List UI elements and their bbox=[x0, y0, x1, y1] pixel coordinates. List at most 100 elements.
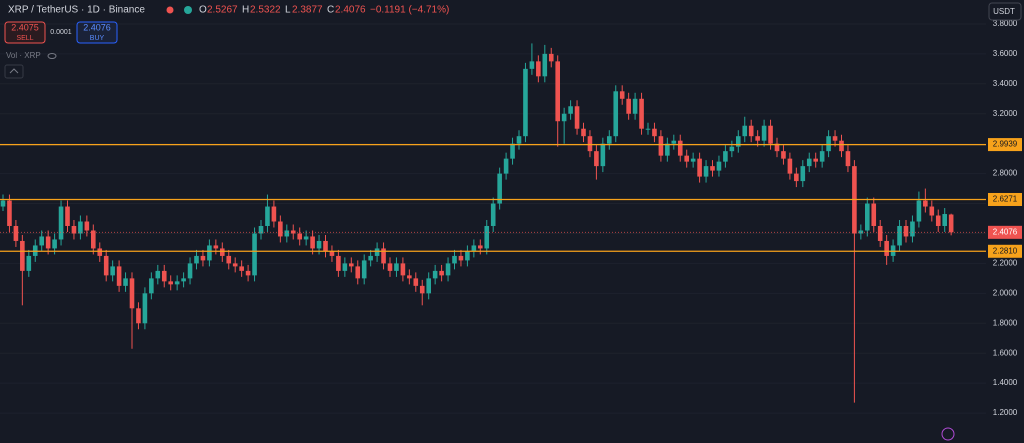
candle-body bbox=[45, 236, 51, 249]
candle-body bbox=[26, 255, 32, 271]
collapse-button[interactable] bbox=[4, 64, 24, 79]
candle-body bbox=[355, 266, 361, 279]
y-tick-label: 2.8000 bbox=[993, 169, 1018, 178]
candle-body bbox=[297, 233, 302, 240]
candle-body bbox=[736, 136, 741, 147]
candle-body bbox=[478, 245, 483, 249]
candle-body bbox=[865, 203, 870, 231]
candle-body bbox=[187, 263, 193, 279]
candle-body bbox=[439, 270, 444, 276]
candle-body bbox=[684, 155, 689, 162]
candle-body bbox=[942, 214, 947, 226]
candle-body bbox=[877, 225, 883, 241]
candle-body bbox=[252, 233, 257, 276]
candle-body bbox=[413, 278, 419, 286]
y-tick-label: 3.4000 bbox=[993, 79, 1018, 88]
close-value: 2.4076 bbox=[335, 5, 366, 16]
candle-body bbox=[136, 308, 141, 324]
candle-body bbox=[258, 225, 264, 234]
candle-body bbox=[155, 270, 161, 279]
candle-body bbox=[394, 263, 399, 271]
candle-body bbox=[465, 251, 470, 261]
candle-body bbox=[58, 206, 64, 240]
candle-body bbox=[697, 158, 702, 177]
candle-body bbox=[39, 236, 44, 246]
candle-body bbox=[832, 136, 838, 141]
symbol: XRP / TetherUS · 1D · Binance bbox=[8, 5, 145, 16]
candle-body bbox=[374, 248, 380, 256]
flash-icon[interactable] bbox=[941, 427, 955, 441]
currency-button[interactable] bbox=[988, 2, 1022, 21]
candle-body bbox=[768, 125, 773, 144]
candle-body bbox=[490, 203, 496, 226]
candle-body bbox=[923, 200, 928, 207]
status-dot bbox=[166, 6, 174, 14]
candle-body bbox=[781, 151, 786, 159]
high-value: 2.5322 bbox=[250, 5, 281, 16]
candle-body bbox=[665, 143, 670, 156]
candle-body bbox=[516, 136, 522, 144]
candle-body bbox=[729, 146, 735, 152]
candle-body bbox=[548, 53, 554, 62]
open-label: O bbox=[199, 5, 207, 16]
candle-body bbox=[658, 136, 664, 156]
candle-body bbox=[407, 275, 412, 279]
eye-icon[interactable] bbox=[47, 53, 57, 59]
candle-body bbox=[845, 151, 851, 167]
candle-body bbox=[903, 225, 909, 237]
y-tick-label: 3.6000 bbox=[993, 49, 1018, 58]
candle-body bbox=[632, 98, 638, 114]
candle-body bbox=[213, 245, 219, 249]
price-line-tag bbox=[988, 244, 1022, 258]
price-line-label: 2.2810 bbox=[993, 246, 1018, 255]
candle-body bbox=[458, 255, 464, 261]
candle-body bbox=[613, 91, 619, 137]
plot-area bbox=[0, 23, 986, 414]
candle-body bbox=[626, 98, 631, 114]
candle-body bbox=[316, 240, 322, 249]
y-tick-label: 1.8000 bbox=[993, 318, 1018, 327]
candle-body bbox=[800, 166, 806, 182]
candle-body bbox=[794, 173, 799, 182]
candle-body bbox=[271, 206, 277, 222]
low-label: L bbox=[285, 5, 291, 16]
y-tick-label: 1.6000 bbox=[993, 348, 1018, 357]
candle-body bbox=[419, 285, 425, 294]
candle-body bbox=[716, 161, 722, 171]
candle-body bbox=[342, 263, 348, 271]
candle-body bbox=[116, 266, 122, 286]
candle-body bbox=[0, 200, 6, 207]
candle-body bbox=[387, 263, 393, 271]
change: −0.1191 (−4.71%) bbox=[370, 5, 449, 16]
candle-body bbox=[748, 125, 754, 137]
candle-body bbox=[529, 61, 535, 69]
open-value: 2.5267 bbox=[207, 5, 238, 16]
candle-body bbox=[819, 151, 825, 162]
sell-button[interactable] bbox=[4, 21, 46, 44]
y-tick-label: 2.0000 bbox=[993, 288, 1018, 297]
buy-button[interactable] bbox=[76, 21, 118, 44]
candle-body bbox=[897, 225, 902, 246]
last-price-tag bbox=[988, 225, 1022, 239]
candle-body bbox=[619, 91, 625, 99]
candle-body bbox=[361, 260, 367, 279]
candle-body bbox=[52, 239, 57, 249]
candle-body bbox=[710, 166, 715, 171]
last-price-label: 2.4076 bbox=[993, 227, 1018, 236]
market-icon bbox=[184, 6, 192, 14]
candle-body bbox=[323, 240, 328, 252]
candle-body bbox=[581, 128, 586, 137]
candle-body bbox=[381, 248, 386, 264]
candle-body bbox=[536, 61, 541, 77]
price-line-label: 2.9939 bbox=[993, 140, 1018, 149]
candle-body bbox=[329, 251, 335, 256]
candle-body bbox=[245, 270, 251, 276]
buy-label: BUY bbox=[90, 35, 105, 42]
candle-body bbox=[13, 225, 19, 241]
price-line-tag bbox=[988, 138, 1022, 152]
candle-body bbox=[400, 263, 406, 276]
candle-body bbox=[503, 158, 509, 174]
